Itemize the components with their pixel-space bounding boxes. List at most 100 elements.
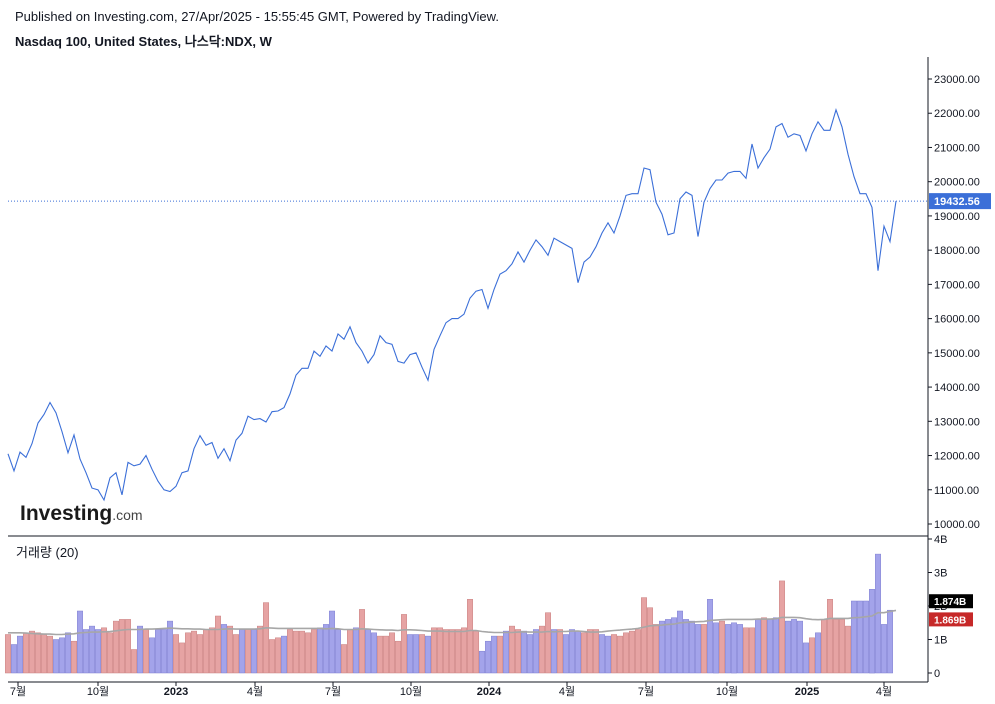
price-tick-label: 13000.00 bbox=[934, 416, 980, 428]
volume-axis: 01B2B3B4B bbox=[928, 534, 947, 680]
volume-bar bbox=[383, 635, 389, 674]
volume-bar bbox=[563, 634, 569, 674]
volume-bar bbox=[533, 629, 539, 674]
volume-bar bbox=[407, 634, 413, 674]
volume-bar bbox=[437, 627, 443, 674]
volume-bar bbox=[149, 637, 155, 674]
volume-bar bbox=[293, 630, 299, 674]
volume-bar bbox=[521, 630, 527, 674]
volume-bar bbox=[77, 610, 83, 674]
volume-bar bbox=[863, 600, 869, 674]
volume-bar bbox=[647, 607, 653, 674]
volume-bar bbox=[515, 629, 521, 674]
volume-bar bbox=[689, 620, 695, 674]
volume-bar bbox=[83, 629, 89, 674]
published-caption: Published on Investing.com, 27/Apr/2025 … bbox=[15, 9, 499, 24]
volume-tick-label: 1B bbox=[934, 635, 947, 647]
price-axis: 10000.00 11000.00 12000.00 13000.00 14000.00… bbox=[928, 74, 980, 531]
price-tick-label: 20000.00 bbox=[934, 177, 980, 189]
volume-bar bbox=[557, 629, 563, 674]
volume-bar bbox=[719, 620, 725, 674]
volume-bar bbox=[713, 622, 719, 674]
price-tick-label: 12000.00 bbox=[934, 451, 980, 463]
volume-pane-title: 거래량 (20) bbox=[16, 545, 79, 560]
volume-bar bbox=[41, 634, 47, 674]
time-tick-label: 2025 bbox=[795, 686, 819, 698]
price-tick-label: 14000.00 bbox=[934, 382, 980, 394]
time-axis: 7월 10월 2023 4월 7월 10월 2024 4월 7월 10월 2025 4월 bbox=[10, 682, 892, 698]
volume-bar bbox=[845, 625, 851, 674]
volume-bar bbox=[725, 624, 731, 674]
volume-bar bbox=[803, 642, 809, 674]
volume-bar bbox=[683, 619, 689, 674]
volume-bar bbox=[173, 634, 179, 674]
volume-bar bbox=[869, 589, 875, 674]
volume-bar bbox=[773, 617, 779, 674]
volume-bar bbox=[167, 620, 173, 674]
volume-bar bbox=[11, 644, 17, 674]
volume-bar bbox=[101, 627, 107, 674]
volume-bar bbox=[221, 624, 227, 674]
volume-bar bbox=[797, 620, 803, 674]
price-tick-label: 17000.00 bbox=[934, 279, 980, 291]
volume-bar bbox=[317, 627, 323, 674]
volume-bar bbox=[539, 625, 545, 674]
volume-bar bbox=[203, 629, 209, 674]
volume-bar bbox=[857, 600, 863, 674]
volume-bar bbox=[695, 624, 701, 674]
volume-bar bbox=[257, 625, 263, 674]
volume-bar bbox=[245, 629, 251, 674]
last-price-label: 19432.56 bbox=[934, 196, 980, 208]
price-tick-label: 18000.00 bbox=[934, 245, 980, 257]
last-volume-label: 1.874B bbox=[934, 597, 966, 608]
volume-bar bbox=[611, 634, 617, 674]
volume-bar bbox=[455, 629, 461, 674]
volume-bar bbox=[47, 635, 53, 674]
volume-bar bbox=[335, 629, 341, 674]
volume-bar bbox=[545, 612, 551, 674]
volume-bar bbox=[665, 619, 671, 674]
volume-bar bbox=[497, 635, 503, 674]
volume-bar bbox=[71, 640, 77, 674]
volume-bar bbox=[569, 629, 575, 674]
volume-bar bbox=[413, 634, 419, 674]
price-tick-label: 16000.00 bbox=[934, 314, 980, 326]
volume-bar bbox=[377, 635, 383, 674]
volume-bar bbox=[503, 630, 509, 674]
volume-bar bbox=[107, 632, 113, 674]
volume-bar bbox=[401, 614, 407, 674]
volume-bar bbox=[581, 632, 587, 674]
volume-bar bbox=[131, 649, 137, 674]
volume-bar bbox=[215, 615, 221, 674]
time-tick-label: 4월 bbox=[876, 685, 892, 698]
volume-bar bbox=[269, 639, 275, 674]
time-tick-label: 7월 bbox=[325, 685, 341, 698]
volume-bar bbox=[575, 630, 581, 674]
volume-bar bbox=[635, 629, 641, 674]
volume-bar bbox=[389, 632, 395, 674]
time-tick-label: 4월 bbox=[247, 685, 263, 698]
volume-bar bbox=[605, 635, 611, 674]
volume-bars bbox=[5, 553, 893, 674]
volume-bar bbox=[251, 629, 257, 674]
volume-bar bbox=[449, 629, 455, 674]
volume-bar bbox=[881, 624, 887, 674]
volume-bar bbox=[191, 630, 197, 674]
volume-bar bbox=[53, 639, 59, 674]
volume-bar bbox=[887, 609, 893, 674]
volume-bar bbox=[833, 619, 839, 674]
volume-bar bbox=[779, 580, 785, 674]
last-ma-label: 1.869B bbox=[934, 615, 966, 626]
volume-moving-average-line bbox=[8, 609, 897, 636]
volume-bar bbox=[311, 629, 317, 674]
volume-bar bbox=[113, 620, 119, 674]
volume-bar bbox=[239, 629, 245, 674]
volume-bar bbox=[29, 630, 35, 674]
volume-bar bbox=[137, 625, 143, 674]
last-volume-label-box bbox=[929, 594, 973, 609]
volume-bar bbox=[677, 610, 683, 674]
volume-bar bbox=[431, 627, 437, 674]
volume-bar bbox=[731, 622, 737, 674]
volume-bar bbox=[587, 629, 593, 674]
